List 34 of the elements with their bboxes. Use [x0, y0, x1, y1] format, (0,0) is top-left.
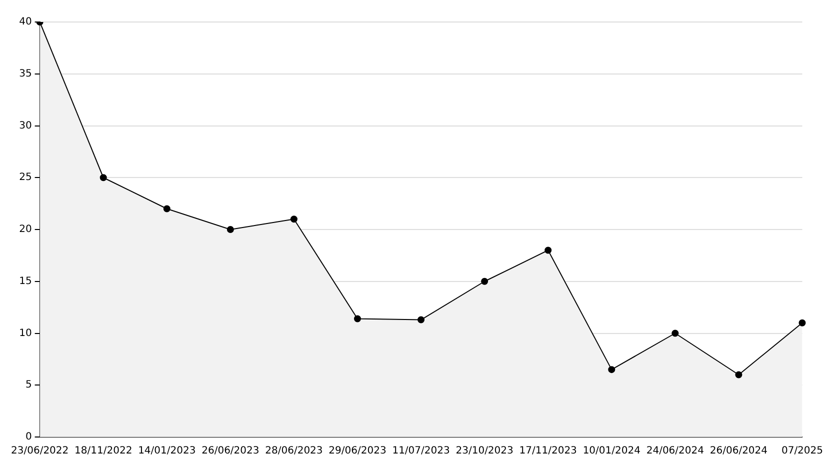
x-tick-label: 26/06/2023	[202, 446, 260, 457]
y-tick-label: 15	[19, 276, 32, 287]
point	[735, 371, 742, 378]
x-tick-label: 29/06/2023	[328, 446, 386, 457]
y-tick-label: 5	[25, 380, 32, 391]
point	[100, 174, 107, 182]
x-tick-label: 11/07/2023	[392, 446, 450, 457]
x-tick-label: 10/01/2024	[582, 446, 640, 457]
y-tick-label: 25	[19, 172, 32, 184]
point	[798, 319, 806, 326]
y-tick-label: 10	[19, 328, 32, 339]
x-tick-label: 23/10/2023	[456, 446, 514, 457]
x-tick-label: 18/11/2022	[74, 446, 132, 457]
point	[163, 205, 170, 212]
point	[290, 216, 298, 223]
point	[418, 316, 425, 324]
y-tick-label: 0	[25, 432, 32, 443]
point	[544, 246, 552, 254]
point	[608, 366, 616, 374]
y-tick-label: 35	[19, 68, 32, 80]
point	[354, 315, 361, 322]
x-tick-label: 17/11/2023	[519, 446, 577, 457]
point	[226, 226, 234, 233]
point	[481, 278, 488, 285]
y-tick-label: 30	[19, 120, 32, 132]
x-tick-label: 23/06/2022	[11, 446, 69, 457]
x-tick-label: 26/06/2024	[710, 446, 768, 457]
y-tick-label: 20	[19, 224, 32, 236]
point	[672, 330, 679, 337]
y-tick-label: 40	[19, 16, 32, 28]
x-tick-label: 24/06/2024	[646, 446, 704, 457]
x-tick-label: 14/01/2023	[138, 446, 196, 457]
x-tick-label: 07/2025	[781, 446, 823, 457]
x-tick-label: 28/06/2023	[265, 446, 323, 457]
